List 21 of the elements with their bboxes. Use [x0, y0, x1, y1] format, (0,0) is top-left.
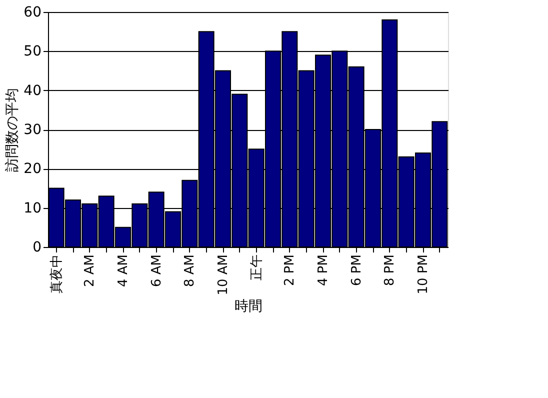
x-tick-label: 2 PM [282, 254, 298, 286]
x-tick-label: 真夜中 [48, 254, 64, 294]
y-tick-label: 20 [24, 161, 42, 178]
y-tick-label: 40 [24, 82, 42, 99]
y-tick-label: 60 [24, 4, 42, 20]
x-tick-label: 2 AM [82, 254, 98, 288]
x-tick-label: 10 PM [416, 254, 431, 294]
y-tick-label: 10 [24, 200, 42, 216]
x-tick-label: 8 AM [182, 254, 198, 288]
x-tick-label: 正午 [249, 254, 264, 280]
x-tick-label: 6 AM [149, 254, 164, 288]
x-axis-title: 時間 [234, 298, 262, 314]
y-axis-title: 訪問数の平均 [4, 88, 21, 172]
x-tick-label: 10 AM [216, 254, 231, 296]
y-tick-label: 30 [24, 122, 42, 138]
y-tick-label: 50 [24, 44, 42, 60]
x-tick-label: 4 AM [116, 254, 131, 288]
x-tick-label: 4 PM [316, 254, 331, 286]
x-tick-label: 6 PM [349, 254, 364, 286]
x-tick-label: 8 PM [382, 254, 398, 286]
y-tick-label: 0 [32, 240, 42, 256]
